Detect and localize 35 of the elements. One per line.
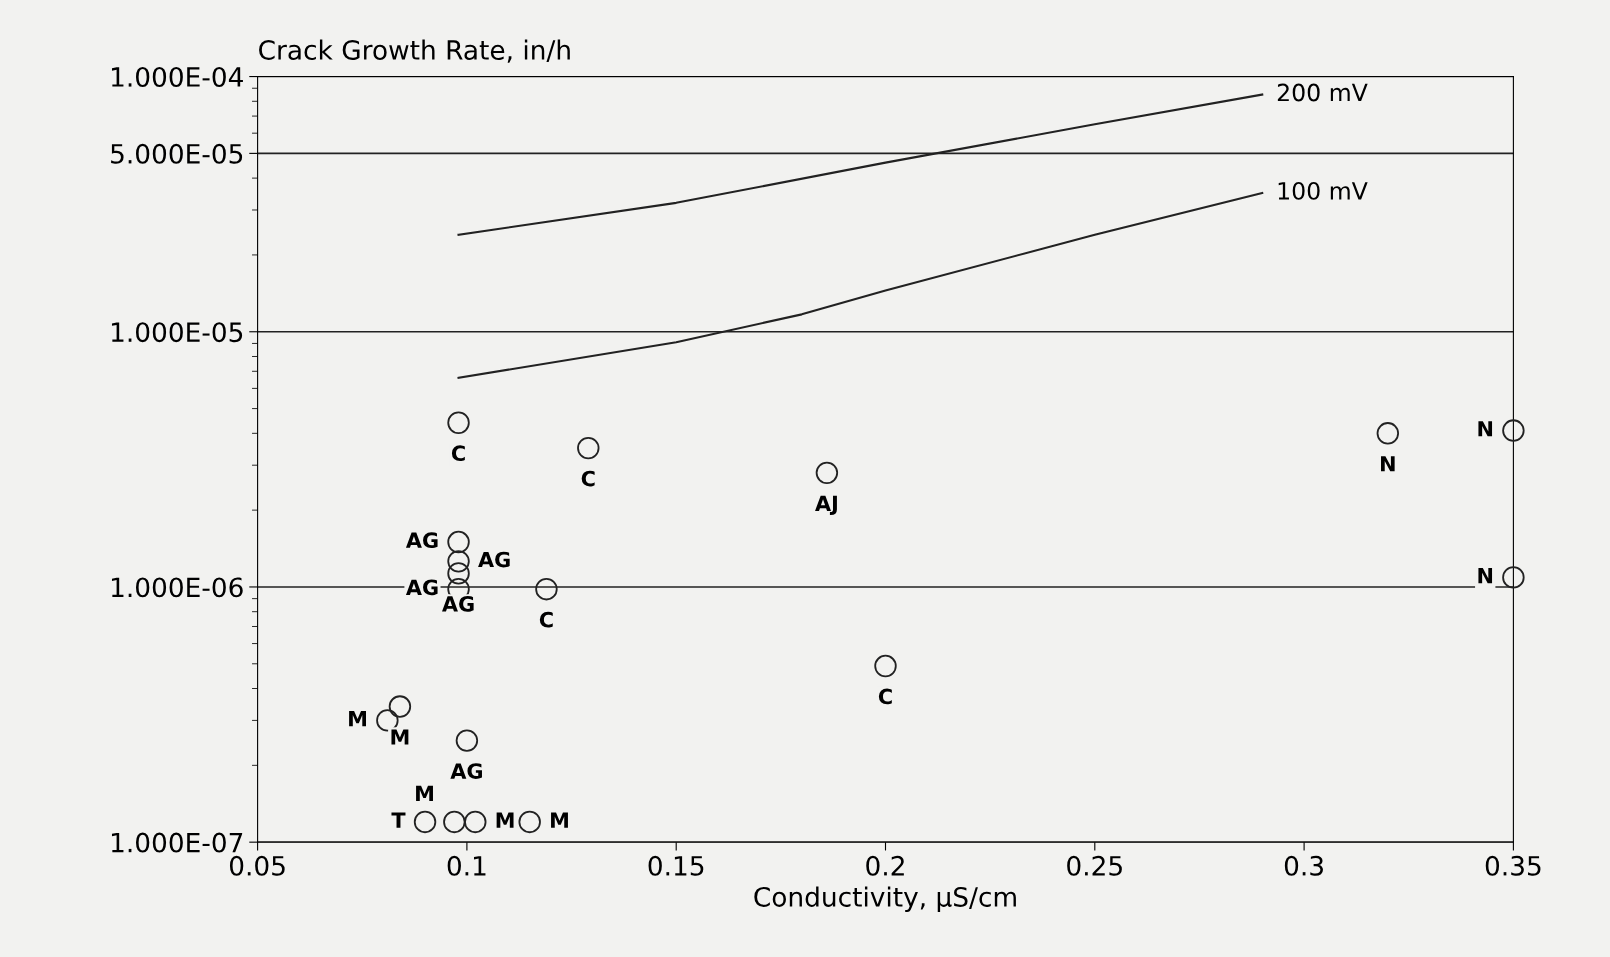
x-tick-label: 0.3 xyxy=(1284,855,1323,876)
annotation: C xyxy=(539,611,553,628)
y-tick-label: 1.000E-06 xyxy=(111,577,243,598)
annotation: AG xyxy=(442,596,474,612)
annotation: C xyxy=(451,445,465,462)
x-tick-label: 0.35 xyxy=(1485,855,1541,876)
annotation: M xyxy=(416,785,433,801)
y-tick-label: 1.000E-05 xyxy=(111,322,243,343)
annotation: T xyxy=(391,812,406,828)
annotation: AG xyxy=(405,579,438,596)
annotation: AG xyxy=(478,551,510,568)
y-tick-label: 1.000E-07 xyxy=(111,832,243,853)
y-tick-label: 5.000E-05 xyxy=(111,143,243,164)
x-axis-title: Conductivity, µS/cm xyxy=(754,886,1016,912)
x-tick-label: 0.15 xyxy=(648,855,704,876)
series-label: 100 mV xyxy=(1278,181,1368,200)
annotation: M xyxy=(349,710,366,727)
series-label: 200 mV xyxy=(1277,83,1368,102)
annotation: AG xyxy=(450,763,482,779)
annotation: N xyxy=(1381,456,1395,472)
y-tick-label: 1.000E-04 xyxy=(111,67,243,87)
annotation: N xyxy=(1478,421,1493,437)
y-axis-title: Crack Growth Rate, in/h xyxy=(259,39,570,63)
annotation: AJ xyxy=(815,495,837,516)
annotation: C xyxy=(581,470,595,487)
x-tick-label: 0.25 xyxy=(1067,855,1122,876)
annotation: C xyxy=(878,688,892,705)
annotation: M xyxy=(496,812,514,828)
x-tick-label: 0.1 xyxy=(447,855,486,876)
annotation: N xyxy=(1478,567,1493,584)
annotation: M xyxy=(551,812,568,828)
annotation: M xyxy=(391,729,409,745)
annotation: AG xyxy=(405,532,438,549)
x-tick-label: 0.2 xyxy=(866,855,904,876)
x-tick-label: 0.05 xyxy=(229,855,285,876)
